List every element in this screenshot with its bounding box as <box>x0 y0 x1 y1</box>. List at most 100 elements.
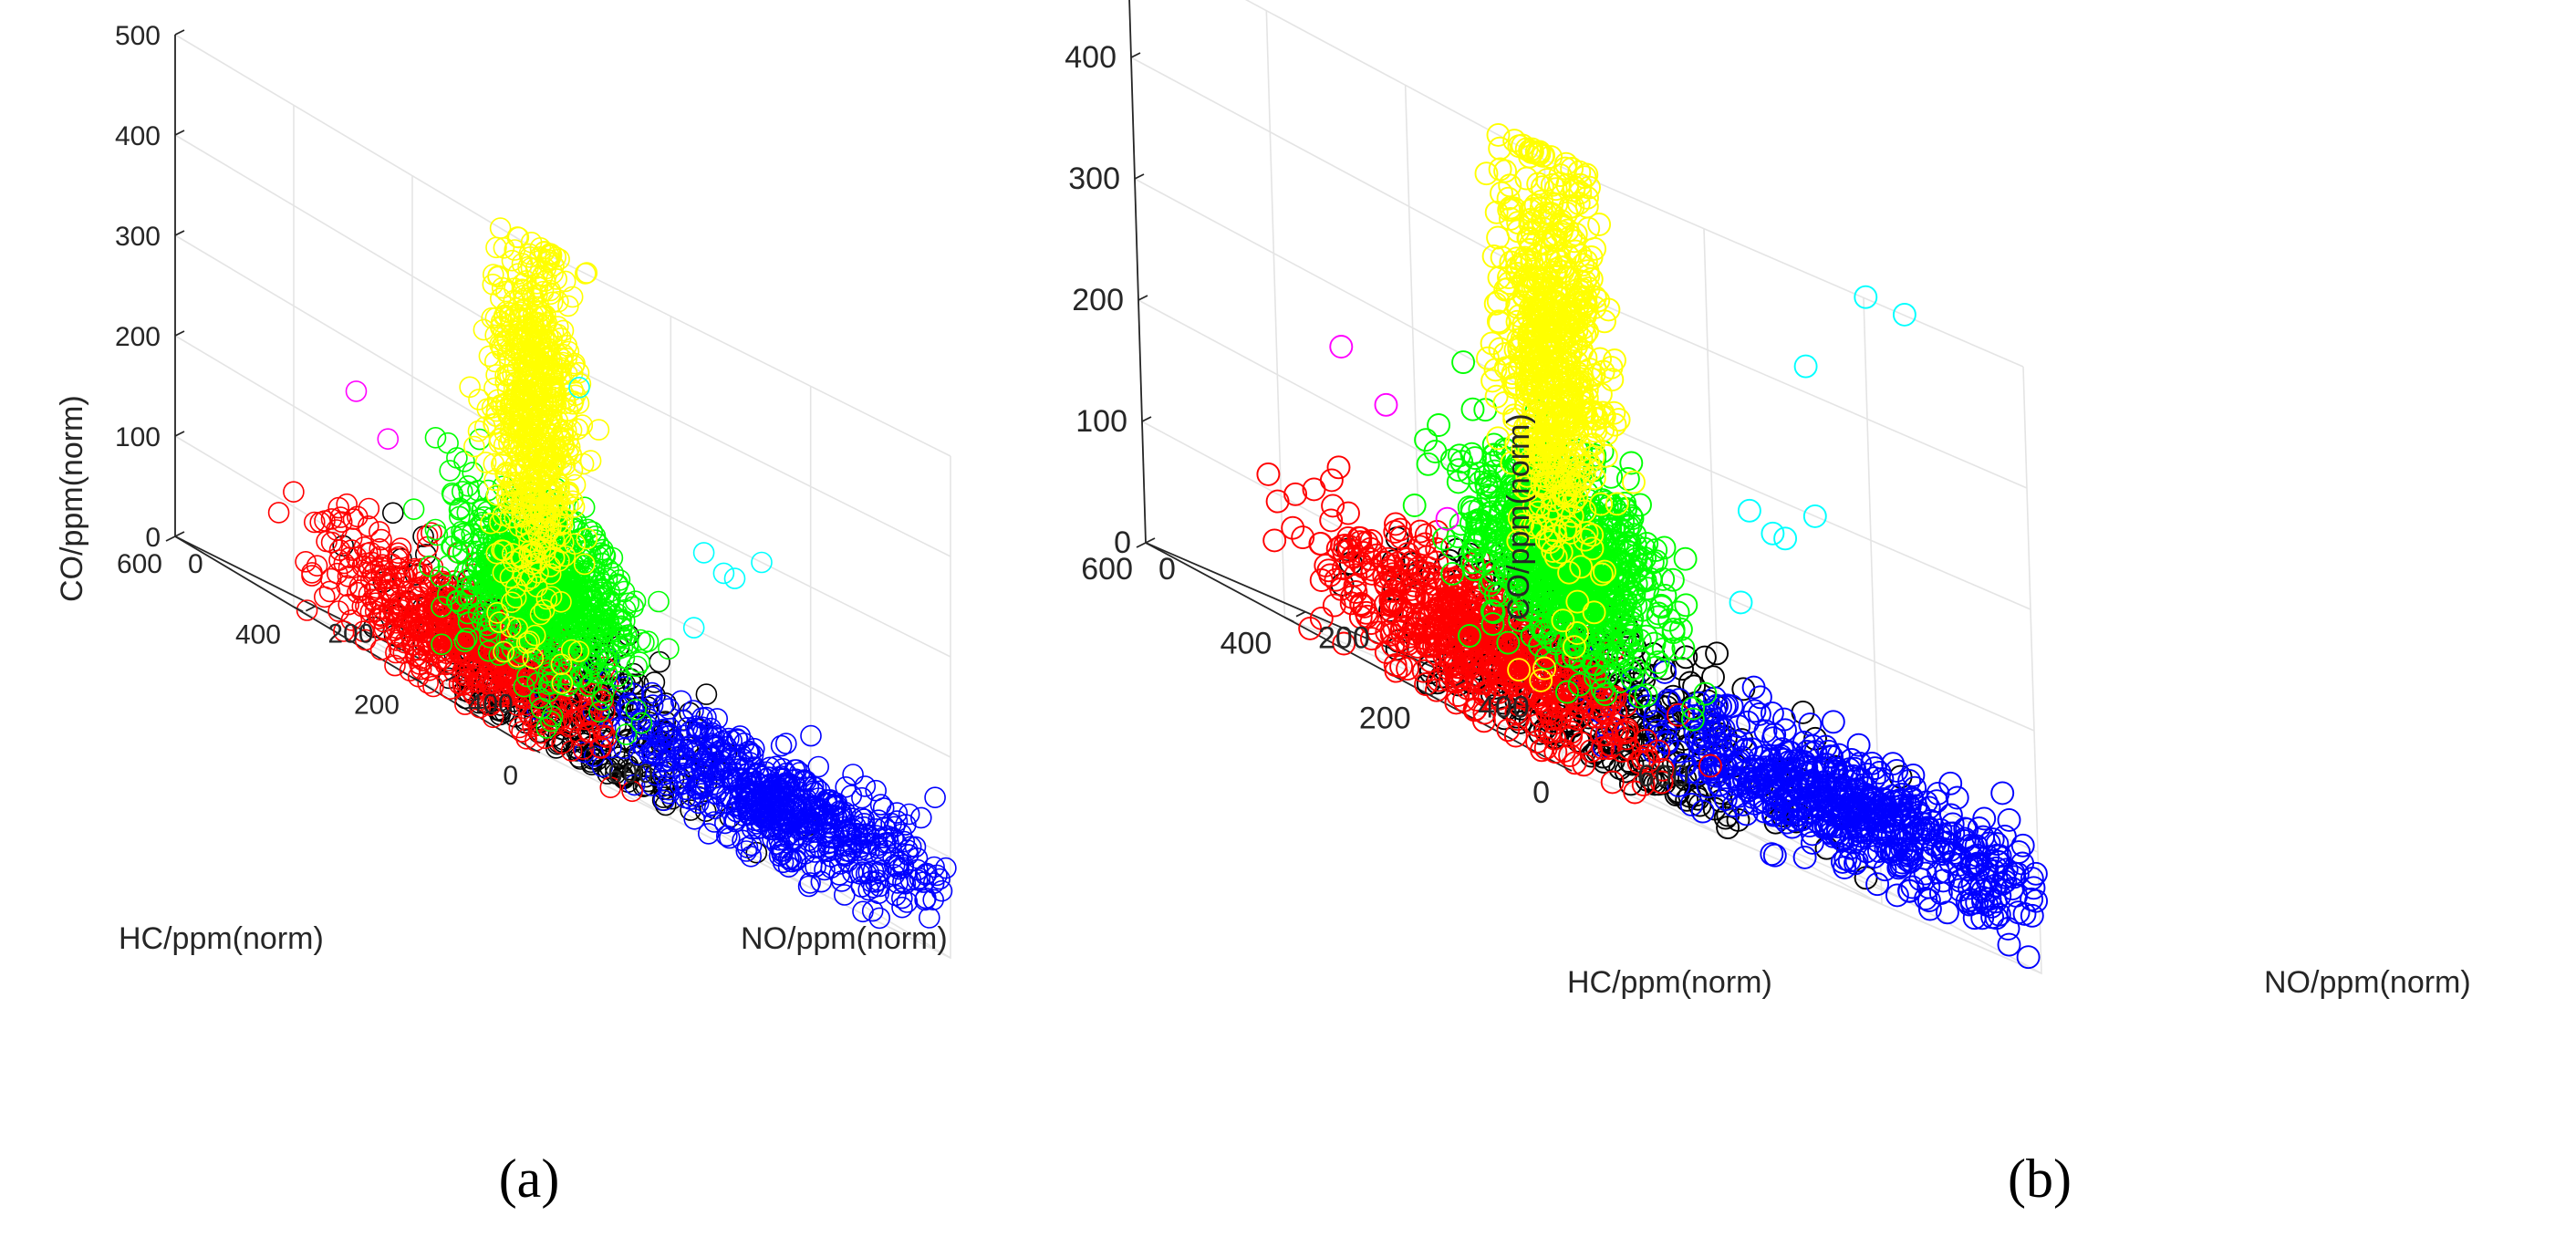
data-point <box>1953 816 1978 841</box>
data-point <box>418 574 441 597</box>
data-point <box>537 463 559 486</box>
data-point <box>566 602 588 624</box>
data-point <box>1657 690 1682 714</box>
data-point <box>587 546 610 568</box>
data-point <box>434 653 457 676</box>
data-point <box>319 567 342 590</box>
data-point <box>491 338 514 361</box>
data-point <box>2024 889 2049 913</box>
data-point <box>622 596 644 618</box>
data-point <box>555 663 577 686</box>
data-point <box>1774 783 1799 807</box>
data-point <box>487 265 509 288</box>
data-point <box>514 390 536 413</box>
data-point <box>753 784 774 806</box>
data-point <box>473 605 495 627</box>
data-point <box>1897 878 1921 903</box>
data-point <box>561 490 584 513</box>
data-point <box>1407 535 1432 559</box>
data-point <box>539 710 562 733</box>
data-point <box>345 380 368 402</box>
data-point <box>508 401 531 423</box>
data-point <box>1589 722 1614 747</box>
data-point <box>518 630 541 652</box>
data-point <box>501 249 524 272</box>
data-point <box>1360 557 1385 582</box>
data-point <box>373 559 396 582</box>
panel-caption-a: (a) <box>499 1149 560 1209</box>
data-point <box>1435 601 1459 626</box>
data-point <box>625 699 647 721</box>
data-point <box>534 727 556 750</box>
data-point <box>458 483 481 504</box>
data-point <box>550 447 572 470</box>
data-point <box>598 648 621 670</box>
data-point <box>340 539 363 561</box>
data-point <box>539 556 562 577</box>
data-point <box>758 774 781 796</box>
data-point <box>502 484 525 507</box>
data-point <box>1733 738 1757 763</box>
data-point <box>872 797 895 819</box>
data-point <box>1413 532 1438 556</box>
data-point <box>739 799 762 822</box>
data-point <box>421 522 442 545</box>
data-point <box>1938 771 1963 795</box>
data-point <box>1892 806 1916 830</box>
y-tick-label: 0 <box>188 549 203 579</box>
z-tick-label: 0 <box>145 523 161 553</box>
y-tick-label: 600 <box>608 759 653 789</box>
data-point <box>643 671 666 693</box>
data-point <box>1626 750 1651 774</box>
data-point <box>805 776 827 799</box>
data-point <box>774 733 797 754</box>
data-point <box>485 236 507 259</box>
data-point <box>1460 397 1485 421</box>
data-point <box>777 856 800 878</box>
data-point <box>518 343 540 366</box>
data-point <box>1813 769 1837 794</box>
data-point <box>480 512 502 535</box>
data-point <box>551 348 573 370</box>
data-point <box>2007 840 2031 865</box>
data-point <box>692 542 715 564</box>
data-point <box>1884 837 1908 861</box>
data-point <box>1748 685 1772 710</box>
data-point <box>1308 531 1333 556</box>
data-point <box>633 736 656 759</box>
data-point <box>622 682 645 705</box>
data-point <box>303 511 326 534</box>
data-point <box>1887 794 1912 818</box>
scatter-points <box>1256 122 2049 970</box>
data-point <box>535 535 558 557</box>
data-point <box>1852 794 1875 818</box>
z-tick <box>174 330 185 337</box>
data-point <box>691 758 712 780</box>
data-point <box>452 541 474 563</box>
data-point <box>1914 790 1938 815</box>
data-point <box>369 639 392 660</box>
data-point <box>596 567 618 590</box>
data-point <box>358 497 380 520</box>
data-point <box>518 398 540 420</box>
data-point <box>1592 692 1616 717</box>
data-point <box>579 721 601 743</box>
data-point <box>1395 547 1419 572</box>
data-point <box>712 562 735 585</box>
data-point <box>597 612 620 635</box>
data-point <box>495 464 518 487</box>
data-point <box>359 541 381 564</box>
data-point <box>922 889 945 911</box>
data-point <box>1747 702 1771 726</box>
data-point <box>1525 713 1549 738</box>
data-point <box>1384 659 1408 683</box>
data-point <box>761 775 784 798</box>
z-tick <box>174 29 185 36</box>
data-point <box>473 416 496 438</box>
data-point <box>515 632 538 654</box>
data-point <box>1319 508 1344 533</box>
data-point <box>524 624 546 647</box>
data-point <box>710 741 732 764</box>
data-point <box>868 875 891 898</box>
data-point <box>1761 783 1785 807</box>
